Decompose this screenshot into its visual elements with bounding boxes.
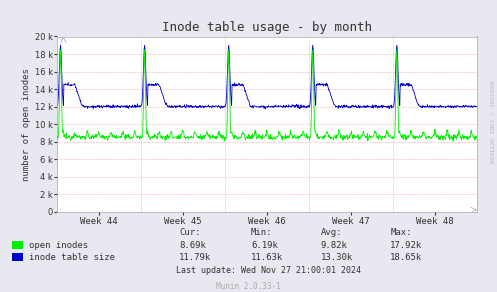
Text: Cur:: Cur: — [179, 228, 200, 237]
Title: Inode table usage - by month: Inode table usage - by month — [162, 21, 372, 34]
Y-axis label: number of open inodes: number of open inodes — [22, 68, 31, 180]
Text: open inodes: open inodes — [29, 241, 88, 250]
Text: 11.63k: 11.63k — [251, 253, 283, 262]
Text: Munin 2.0.33-1: Munin 2.0.33-1 — [216, 282, 281, 291]
Text: 9.82k: 9.82k — [321, 241, 347, 250]
Text: Last update: Wed Nov 27 21:00:01 2024: Last update: Wed Nov 27 21:00:01 2024 — [176, 266, 361, 274]
Text: inode table size: inode table size — [29, 253, 115, 262]
Text: Avg:: Avg: — [321, 228, 342, 237]
Text: 8.69k: 8.69k — [179, 241, 206, 250]
Text: 18.65k: 18.65k — [390, 253, 422, 262]
Text: 17.92k: 17.92k — [390, 241, 422, 250]
Text: 11.79k: 11.79k — [179, 253, 211, 262]
Text: RRDTOOL / TOBI OETIKER: RRDTOOL / TOBI OETIKER — [489, 81, 494, 164]
Text: Min:: Min: — [251, 228, 272, 237]
Text: 6.19k: 6.19k — [251, 241, 278, 250]
Text: Max:: Max: — [390, 228, 412, 237]
Text: 13.30k: 13.30k — [321, 253, 353, 262]
